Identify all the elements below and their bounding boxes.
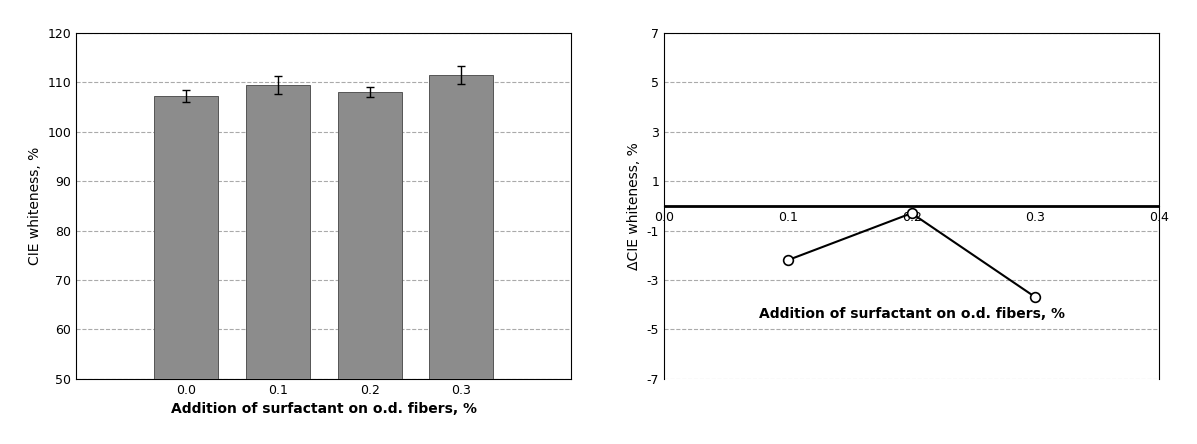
Bar [430, 75, 493, 444]
Y-axis label: CIE whiteness, %: CIE whiteness, % [28, 147, 42, 265]
X-axis label: Addition of surfactant on o.d. fibers, %: Addition of surfactant on o.d. fibers, % [759, 307, 1064, 321]
Bar [154, 96, 218, 444]
Bar [338, 92, 402, 444]
X-axis label: Addition of surfactant on o.d. fibers, %: Addition of surfactant on o.d. fibers, % [171, 402, 476, 416]
Y-axis label: ΔCIE whiteness, %: ΔCIE whiteness, % [627, 142, 642, 270]
Bar [245, 85, 310, 444]
